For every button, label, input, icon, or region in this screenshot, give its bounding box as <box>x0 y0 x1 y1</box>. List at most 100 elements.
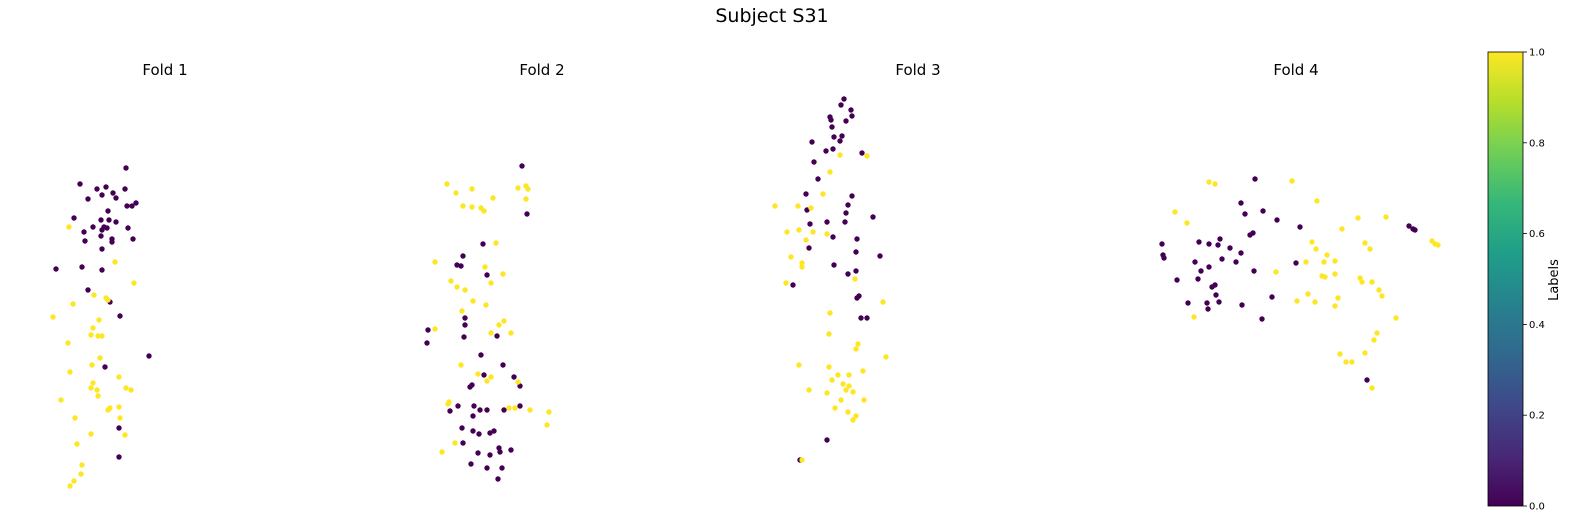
scatter-point-label-1 <box>853 346 859 352</box>
scatter-point-label-0 <box>85 287 91 293</box>
scatter-point-label-0 <box>803 191 809 197</box>
scatter-point-label-0 <box>790 282 796 288</box>
scatter-point-label-1 <box>116 374 122 380</box>
scatter-point-label-1 <box>544 422 550 428</box>
scatter-point-label-0 <box>849 193 855 199</box>
scatter-point-label-1 <box>846 383 852 389</box>
scatter-point-label-1 <box>525 186 531 192</box>
scatter-point-label-1 <box>808 205 814 211</box>
scatter-point-label-0 <box>807 221 813 227</box>
colorbar-ticks: 0.0 0.2 0.4 0.6 0.8 1.0 <box>1523 48 1545 513</box>
scatter-point-label-0 <box>524 211 530 217</box>
scatter-point-label-1 <box>506 405 512 411</box>
scatter-point-label-1 <box>470 298 476 304</box>
scatter-point-label-1 <box>501 318 507 324</box>
scatter-point-label-0 <box>824 437 830 443</box>
scatter-point-label-1 <box>452 440 458 446</box>
scatter-point-label-0 <box>806 245 812 251</box>
scatter-point-label-1 <box>827 310 833 316</box>
scatter-point-label-1 <box>1367 246 1373 252</box>
scatter-point-label-1 <box>1322 274 1328 280</box>
scatter-point-label-1 <box>105 297 111 303</box>
scatter-point-label-1 <box>835 372 841 378</box>
scatter-point-label-0 <box>123 165 129 171</box>
scatter-point-label-0 <box>1238 250 1244 256</box>
scatter-point-label-0 <box>804 207 810 213</box>
scatter-point-label-1 <box>58 397 64 403</box>
scatter-point-label-0 <box>470 413 476 419</box>
scatter-point-label-1 <box>1343 359 1349 365</box>
scatter-point-label-1 <box>1337 351 1343 357</box>
scatter-point-label-0 <box>99 227 105 233</box>
scatter-point-label-0 <box>133 200 139 206</box>
scatter-point-label-1 <box>91 292 97 298</box>
scatter-point-label-0 <box>461 334 467 340</box>
panel-title-fold-3: Fold 3 <box>895 61 940 79</box>
scatter-point-label-0 <box>484 407 490 413</box>
scatter-point-label-1 <box>90 325 96 331</box>
scatter-point-label-1 <box>1369 279 1375 285</box>
scatter-point-label-0 <box>467 384 473 390</box>
scatter-point-label-1 <box>112 259 118 265</box>
scatter-point-label-0 <box>1213 292 1219 298</box>
scatter-point-label-0 <box>829 124 835 130</box>
scatter-point-label-1 <box>1371 337 1377 343</box>
scatter-point-label-0 <box>837 138 843 144</box>
scatter-point-label-1 <box>67 369 73 375</box>
scatter-point-label-1 <box>490 195 496 201</box>
scatter-point-label-0 <box>500 362 506 368</box>
scatter-point-label-1 <box>1312 299 1318 305</box>
colorbar-tick-label: 1.0 <box>1529 48 1545 59</box>
panel-title-fold-4: Fold 4 <box>1273 61 1318 79</box>
scatter-point-label-1 <box>448 278 454 284</box>
scatter-point-label-0 <box>475 450 481 456</box>
scatter-point-label-1 <box>1362 350 1368 356</box>
scatter-point-label-0 <box>517 403 523 409</box>
scatter-point-label-0 <box>853 249 859 255</box>
scatter-point-label-1 <box>1191 314 1197 320</box>
scatter-point-label-1 <box>1349 359 1355 365</box>
scatter-point-label-0 <box>842 219 848 225</box>
scatter-point-label-1 <box>1212 181 1218 187</box>
scatter-point-label-1 <box>1172 209 1178 215</box>
scatter-point-label-1 <box>72 415 78 421</box>
scatter-point-label-0 <box>447 408 453 414</box>
scatter-point-label-0 <box>478 352 484 358</box>
scatter-point-label-0 <box>99 192 105 198</box>
scatter-point-label-0 <box>858 315 864 321</box>
scatter-point-label-0 <box>1251 268 1257 274</box>
scatter-point-label-1 <box>883 354 889 360</box>
scatter-point-label-0 <box>94 186 100 192</box>
scatter-point-label-0 <box>815 176 821 182</box>
scatter-point-label-0 <box>877 253 883 259</box>
scatter-point-label-0 <box>1192 259 1198 265</box>
scatter-point-label-1 <box>1309 239 1315 245</box>
scatter-point-label-1 <box>1184 220 1190 226</box>
scatter-point-label-1 <box>861 397 867 403</box>
scatter-point-label-0 <box>487 430 493 436</box>
scatter-point-label-0 <box>519 163 525 169</box>
scatter-point-label-0 <box>1239 302 1245 308</box>
scatter-point-label-0 <box>1217 236 1223 242</box>
scatter-point-label-0 <box>106 217 112 223</box>
scatter-point-label-1 <box>846 372 852 378</box>
scatter-point-label-0 <box>110 190 116 196</box>
scatter-point-label-1 <box>515 379 521 385</box>
scatter-point-label-1 <box>1313 246 1319 252</box>
scatter-point-label-1 <box>820 191 826 197</box>
scatter-point-label-0 <box>85 196 91 202</box>
scatter-point-label-1 <box>523 196 529 202</box>
colorbar-tick-label: 0.0 <box>1529 502 1545 513</box>
scatter-point-label-0 <box>99 246 105 252</box>
scatter-point-label-0 <box>831 262 837 268</box>
scatter-point-label-1 <box>829 377 835 383</box>
scatter-point-label-0 <box>82 238 88 244</box>
scatter-point-label-0 <box>129 203 135 209</box>
scatter-point-label-1 <box>546 409 552 415</box>
scatter-point-label-0 <box>122 186 128 192</box>
scatter-point-label-1 <box>1332 303 1338 309</box>
scatter-point-label-0 <box>839 133 845 139</box>
scatter-point-label-0 <box>462 315 468 321</box>
scatter-point-label-0 <box>104 225 110 231</box>
